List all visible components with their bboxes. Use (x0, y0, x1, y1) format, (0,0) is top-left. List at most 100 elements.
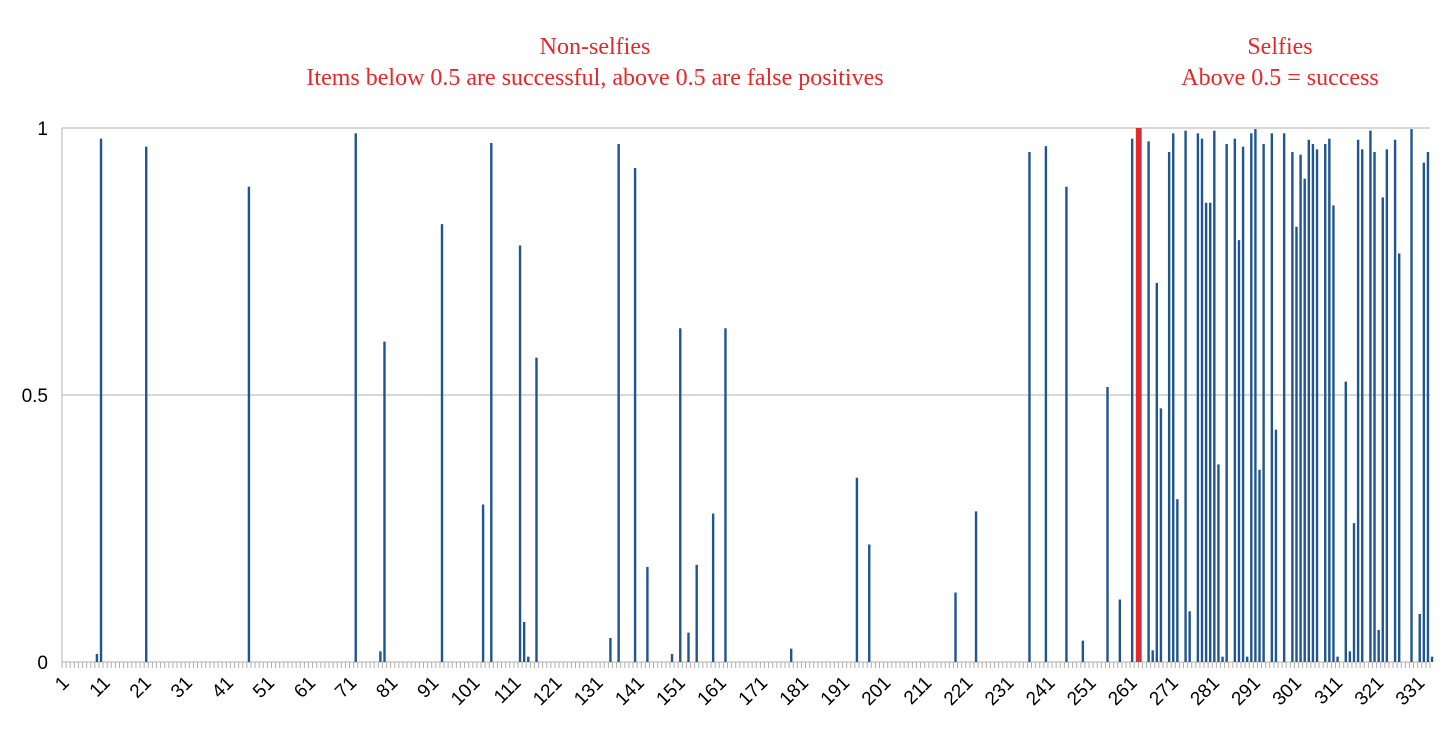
x-tick-label: 161 (694, 673, 731, 710)
bar (954, 592, 957, 662)
x-tick-label: 191 (817, 673, 854, 710)
bar (1176, 499, 1179, 662)
x-tick-label: 21 (126, 673, 156, 703)
x-tick-label: 111 (490, 673, 525, 708)
bar (1332, 205, 1335, 662)
x-tick-label: 1 (51, 673, 73, 695)
x-tick-label: 81 (372, 673, 402, 703)
bar (1106, 386, 1109, 662)
x-tick-label: 291 (1228, 673, 1265, 710)
bar (1336, 656, 1339, 662)
bar (1213, 130, 1216, 663)
y-tick-label: 0.5 (22, 386, 48, 407)
bar (1299, 154, 1302, 662)
x-tick-label: 171 (735, 673, 772, 710)
bar (1352, 523, 1356, 662)
bar (1254, 129, 1257, 662)
bar (695, 564, 698, 662)
bar (1385, 149, 1389, 663)
bar (1262, 144, 1265, 662)
bar (1410, 129, 1413, 662)
x-tick-label: 261 (1104, 673, 1141, 710)
annotation-non-selfies-subtitle: Items below 0.5 are successful, above 0.… (306, 65, 884, 91)
x-tick-label: 61 (290, 673, 320, 703)
x-tick-label: 201 (858, 673, 895, 710)
bar (974, 511, 978, 662)
bar (1430, 656, 1434, 662)
bar (1422, 162, 1426, 662)
y-axis: 00.51 (22, 119, 63, 674)
bar (1270, 133, 1274, 663)
x-tick-label: 181 (776, 673, 813, 710)
bar (1217, 464, 1220, 662)
annotation-non-selfies: Non-selfies Items below 0.5 are successf… (180, 32, 1010, 94)
bar (1373, 152, 1376, 662)
bar (354, 133, 357, 663)
bar (1188, 611, 1191, 662)
bar (440, 224, 444, 662)
bar (679, 328, 682, 662)
x-tick-label: 141 (611, 673, 648, 710)
x-tick-label: 281 (1187, 673, 1224, 710)
bar (247, 186, 251, 663)
bar (522, 621, 526, 662)
bar (1237, 240, 1241, 662)
bar (1369, 130, 1372, 663)
bar (1225, 144, 1228, 662)
bar (1295, 226, 1298, 663)
divider-layer (1135, 128, 1141, 662)
bar (711, 513, 715, 662)
bar (1130, 138, 1134, 662)
x-tick-label: 221 (940, 673, 977, 710)
x-axis: 1 11 21 31 41 51 61 71 81 91 101 111 121 131 141 151 161… (51, 662, 1431, 710)
bar (1081, 640, 1085, 662)
bar (99, 138, 103, 662)
x-tick-label: 101 (447, 673, 484, 710)
x-tick-label: 251 (1063, 673, 1100, 710)
bar (490, 142, 493, 662)
x-tick-label: 321 (1351, 673, 1388, 710)
bar (1204, 202, 1208, 662)
selfie-divider-line (1135, 128, 1141, 662)
bar (1377, 629, 1380, 662)
bar (1196, 133, 1200, 663)
grid-lines (62, 127, 1430, 663)
x-tick-label: 41 (208, 673, 238, 703)
bar (1344, 381, 1347, 662)
bar (379, 651, 382, 662)
bar (868, 544, 871, 662)
x-tick-label: 231 (981, 673, 1018, 710)
bar (1282, 133, 1286, 663)
bar (617, 144, 620, 662)
x-tick-label: 301 (1269, 673, 1306, 710)
bar (1155, 282, 1159, 662)
annotation-selfies: Selfies Above 0.5 = success (1120, 32, 1440, 94)
x-tick-label: 131 (570, 673, 607, 710)
x-tick-label: 241 (1022, 673, 1059, 710)
bar (1307, 139, 1311, 662)
y-tick-label: 0 (37, 653, 48, 674)
bar (1147, 141, 1150, 663)
annotation-selfies-subtitle: Above 0.5 = success (1181, 65, 1379, 91)
bar (1241, 146, 1245, 662)
bar (1361, 149, 1364, 663)
bar (1348, 651, 1352, 662)
bar (1258, 469, 1261, 662)
bar (383, 341, 386, 662)
bar-series (95, 128, 1434, 663)
bar (1028, 152, 1031, 662)
bar (1311, 144, 1315, 662)
x-tick-label: 51 (249, 673, 279, 703)
x-tick-label: 91 (414, 673, 444, 703)
bar (1245, 656, 1249, 662)
bar (855, 477, 859, 662)
bar (1184, 130, 1187, 663)
bar (1356, 139, 1360, 662)
bar (518, 245, 522, 663)
annotation-selfies-title: Selfies (1247, 34, 1313, 60)
bar (1159, 408, 1163, 662)
x-tick-marks (61, 662, 1431, 668)
bar (687, 632, 690, 662)
bar (1426, 152, 1430, 662)
